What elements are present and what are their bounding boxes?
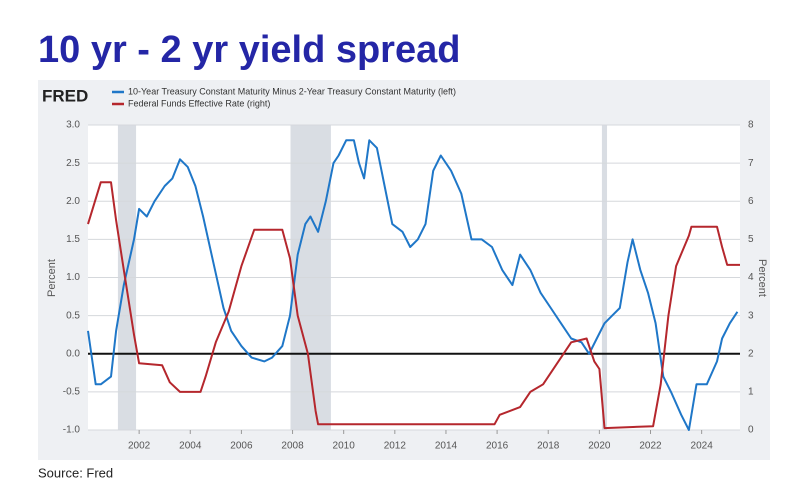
y-tick-label: 3.0 (66, 120, 80, 131)
legend-label: 10-Year Treasury Constant Maturity Minus… (128, 86, 456, 96)
x-tick-label: 2014 (435, 441, 458, 452)
chart-title: 10 yr - 2 yr yield spread (38, 29, 460, 71)
series-line (87, 181, 740, 430)
x-tick-label: 2002 (128, 441, 151, 452)
x-tick-label: 2022 (639, 441, 662, 452)
y2-tick-label: 7 (748, 158, 754, 169)
x-tick-label: 2016 (486, 441, 509, 452)
y2-tick-label: 0 (748, 425, 754, 436)
y-tick-label: -0.5 (63, 387, 81, 398)
y-tick-label: -1.0 (63, 425, 81, 436)
legend-label: Federal Funds Effective Rate (right) (128, 98, 270, 108)
series-line (87, 139, 739, 431)
y2-tick-label: 4 (748, 272, 754, 283)
brand-logo: FRED (42, 86, 88, 105)
x-tick-label: 2004 (179, 441, 202, 452)
x-tick-label: 2018 (537, 441, 560, 452)
y-tick-label: 1.0 (66, 272, 80, 283)
y2-tick-label: 8 (748, 120, 754, 131)
x-tick-label: 2012 (384, 441, 407, 452)
y-axis-label: Percent (46, 259, 58, 297)
x-tick-label: 2020 (588, 441, 611, 452)
y-tick-label: 2.0 (66, 196, 80, 207)
y2-tick-label: 5 (748, 234, 754, 245)
y2-tick-label: 6 (748, 196, 754, 207)
y-tick-label: 2.5 (66, 158, 80, 169)
y-tick-label: 0.0 (66, 348, 80, 359)
x-tick-label: 2010 (333, 441, 356, 452)
source-note: Source: Fred (38, 465, 113, 480)
x-tick-label: 2008 (281, 441, 304, 452)
y2-tick-label: 3 (748, 310, 754, 321)
x-tick-label: 2006 (230, 441, 253, 452)
y2-tick-label: 1 (748, 387, 754, 398)
y2-tick-label: 2 (748, 348, 754, 359)
y-tick-label: 1.5 (66, 234, 80, 245)
y-tick-label: 0.5 (66, 310, 80, 321)
y2-axis-label: Percent (756, 259, 768, 297)
x-tick-label: 2024 (691, 441, 714, 452)
